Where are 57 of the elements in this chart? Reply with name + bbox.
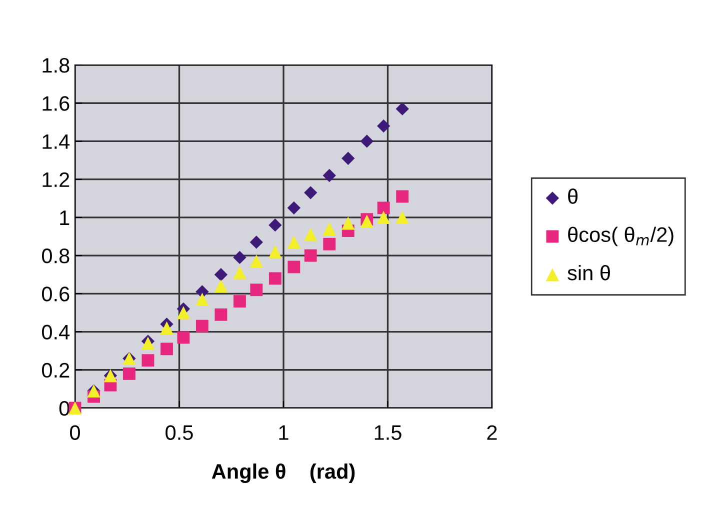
y-tick-label: 0.6 [42,286,70,302]
legend-label: θ [568,188,578,204]
point [250,254,263,268]
point [304,186,318,200]
point [160,342,173,356]
x-axis-title: Angle θ (rad) [212,464,355,484]
point [214,279,228,293]
point [396,190,409,203]
point [250,236,263,249]
x-tick-label: 1 [279,425,288,440]
legend-label: θcos( θ$_{m}$/2) [568,226,674,246]
point [376,119,390,133]
x-tick-label: 0.5 [166,425,193,440]
point [268,245,282,258]
legend-label: sin θ [568,265,610,280]
point [396,102,409,116]
point [323,238,336,250]
point [322,222,336,236]
x-tick-label: 2 [487,425,497,440]
y-tick-label: 0 [59,401,70,416]
point [196,292,209,306]
x-tick-label: 0 [70,425,80,440]
x-tick-label: 1.5 [374,425,402,440]
point [142,354,154,367]
point [322,168,336,182]
point [160,321,174,335]
point [268,272,282,285]
y-tick-label: 1.4 [42,134,70,149]
point [177,331,190,344]
point [176,306,190,320]
point [287,201,301,215]
point [342,216,355,230]
point [287,236,301,249]
y-tick-label: 1.6 [42,96,70,111]
y-tick-label: 1.2 [42,172,70,187]
point [233,250,246,264]
y-tick-label: 0.4 [42,324,70,340]
point [288,260,300,274]
point [376,210,390,224]
point [233,266,246,280]
y-tick-label: 1 [60,210,70,225]
point [304,249,317,262]
point [396,210,409,224]
point [304,228,318,242]
point [360,134,374,148]
y-tick-label: 1.8 [42,58,70,73]
point [123,367,136,380]
point [250,284,263,296]
y-tick-label: 0.8 [42,248,70,264]
point [268,218,282,232]
point [214,268,228,282]
y-tick-label: 0.2 [42,362,70,378]
point [342,152,355,165]
point [377,202,390,214]
point [214,308,228,321]
point [234,295,246,308]
point [196,320,208,332]
